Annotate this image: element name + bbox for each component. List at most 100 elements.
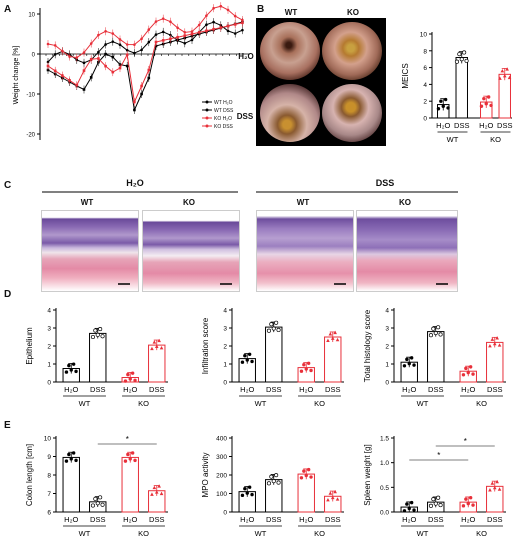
y-axis-label: Spleen weight [g]: [363, 444, 372, 505]
y-tick-label: 3: [47, 326, 51, 333]
y-tick-label: 4: [385, 308, 389, 315]
data-point: [412, 363, 416, 367]
data-point: [93, 496, 98, 501]
a-point: [125, 53, 129, 57]
a-point: [241, 28, 244, 32]
panel-label-e: E: [4, 420, 11, 431]
data-point: [333, 330, 337, 335]
x-tick-label: H₂O: [461, 515, 475, 524]
x-tick-label: H₂O: [123, 385, 137, 394]
a-point: [125, 48, 129, 52]
significance-marker: *: [126, 435, 129, 444]
x-tick-label: DSS: [487, 515, 502, 524]
data-point: [69, 368, 73, 372]
data-point: [497, 343, 502, 347]
data-point: [330, 495, 335, 500]
a-ytick: -20: [26, 133, 35, 139]
endoscopy-ko-h2o: [322, 22, 382, 80]
data-point: [74, 458, 78, 463]
bar: [265, 326, 283, 383]
data-point: [407, 361, 411, 366]
a-point: [111, 70, 115, 74]
x-tick-label: H₂O: [402, 385, 416, 394]
y-tick-label: 3: [385, 326, 389, 333]
y-axis-label: MPO activity: [201, 453, 210, 498]
y-tick-label: 300: [216, 454, 227, 461]
a-point: [82, 69, 86, 72]
bar: [121, 456, 139, 513]
a-point: [197, 23, 201, 27]
a-point: [68, 79, 71, 82]
x-tick-label: H₂O: [436, 121, 450, 130]
histology-wt-h2o: [41, 210, 139, 292]
a-point: [212, 20, 215, 24]
data-point: [479, 104, 484, 108]
y-tick-label: 1: [47, 362, 51, 369]
a-point: [140, 48, 143, 52]
hist-label-wt-h2o: WT: [80, 198, 94, 207]
hist-label-ko-h2o: KO: [183, 198, 195, 207]
meics-chart: 0 2 4 6 8 10 MEICS H₂O DSS H₂O DSS WT KO: [401, 32, 512, 145]
data-point: [71, 362, 76, 366]
y-tick-label: 10: [420, 32, 428, 39]
y-tick-label: 0.0: [380, 510, 389, 517]
y-tick-label: 0: [223, 510, 227, 517]
data-point: [306, 361, 311, 365]
a-point: [154, 33, 158, 36]
x-tick-label: DSS: [325, 385, 340, 394]
data-point: [74, 369, 78, 374]
a-point: [118, 43, 122, 47]
significance-marker: *: [437, 451, 440, 460]
data-point: [335, 337, 340, 342]
data-point: [126, 452, 130, 457]
data-point: [123, 379, 128, 383]
data-point: [250, 359, 254, 364]
group-label-wt: WT: [79, 399, 91, 408]
a-point: [147, 76, 151, 80]
x-tick-label: DSS: [497, 121, 512, 130]
significance-marker: *: [464, 437, 467, 446]
data-point: [159, 491, 164, 496]
data-point: [123, 459, 128, 463]
a-series-line: [47, 5, 243, 59]
data-point: [152, 485, 157, 490]
data-point: [495, 479, 499, 484]
data-point: [100, 502, 105, 507]
data-point: [436, 107, 441, 111]
a-point: [161, 39, 165, 42]
data-point: [468, 495, 473, 500]
a-point: [104, 52, 107, 56]
a-legend-entry: KO DSS: [214, 124, 234, 130]
a-point: [190, 32, 194, 36]
data-point: [459, 57, 464, 62]
a-legend-entry: WT DSS: [214, 108, 234, 114]
data-point: [333, 489, 337, 494]
epithelium-chart: 0 1 2 3 4 Epithelium H₂O DSS H₂O DSS WT KO: [25, 308, 168, 408]
data-point: [98, 327, 103, 332]
a-point: [183, 41, 187, 45]
a-point: [241, 21, 244, 25]
x-tick-label: DSS: [90, 515, 105, 524]
endo-row-h2o: H₂O: [238, 52, 254, 61]
a-point: [111, 55, 115, 59]
y-axis-label: Infiltration score: [201, 317, 210, 374]
data-point: [247, 352, 252, 356]
data-point: [428, 503, 434, 508]
data-point: [276, 327, 281, 333]
panel-label-b: B: [257, 4, 265, 15]
data-point: [431, 326, 436, 331]
a-point: [205, 14, 208, 17]
y-tick-label: 1.0: [380, 460, 389, 467]
a-point: [226, 29, 230, 33]
a-point: [190, 38, 194, 42]
data-point: [64, 459, 69, 463]
data-point: [402, 364, 407, 368]
a-point: [147, 40, 151, 44]
a-point: [118, 66, 122, 70]
data-point: [405, 502, 409, 506]
y-tick-label: 4: [423, 82, 427, 89]
data-point: [457, 52, 462, 57]
data-point: [269, 322, 274, 327]
data-point: [150, 492, 154, 496]
data-point: [335, 497, 340, 501]
